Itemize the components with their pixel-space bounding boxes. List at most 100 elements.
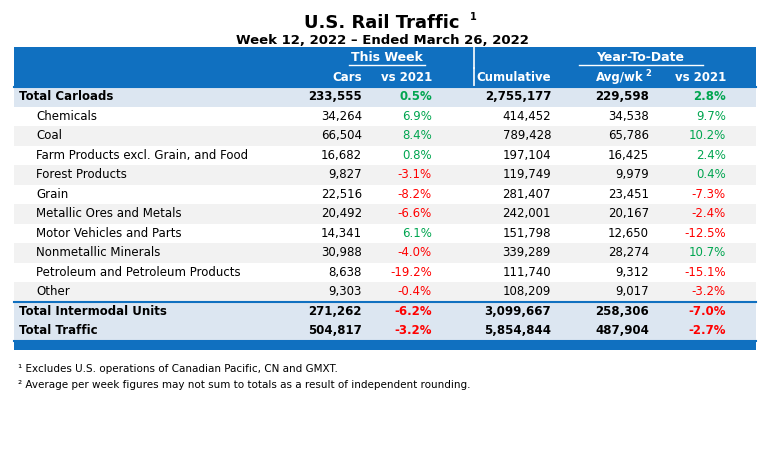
Text: 0.4%: 0.4% [696, 168, 726, 181]
Text: -6.6%: -6.6% [398, 207, 432, 220]
Text: 20,167: 20,167 [608, 207, 649, 220]
Bar [14, 184, 756, 204]
Text: Petroleum and Petroleum Products: Petroleum and Petroleum Products [36, 266, 240, 279]
Text: 34,538: 34,538 [608, 110, 649, 123]
Text: -6.2%: -6.2% [394, 305, 432, 318]
Text: 9,312: 9,312 [615, 266, 649, 279]
Text: -3.2%: -3.2% [692, 285, 726, 298]
Bar [14, 107, 756, 126]
Text: 9.7%: 9.7% [696, 110, 726, 123]
Text: Cumulative: Cumulative [477, 71, 551, 84]
Bar [14, 126, 756, 146]
Text: Total Traffic: Total Traffic [19, 324, 98, 337]
Text: 151,798: 151,798 [503, 227, 551, 240]
Text: -7.0%: -7.0% [688, 305, 726, 318]
Text: Total Carloads: Total Carloads [19, 90, 113, 103]
Text: ¹ Excludes U.S. operations of Canadian Pacific, CN and GMXT.: ¹ Excludes U.S. operations of Canadian P… [18, 364, 338, 374]
Text: 271,262: 271,262 [309, 305, 362, 318]
Text: 6.9%: 6.9% [402, 110, 432, 123]
Text: 3,099,667: 3,099,667 [484, 305, 551, 318]
Text: ² Average per week figures may not sum to totals as a result of independent roun: ² Average per week figures may not sum t… [18, 380, 470, 390]
Text: U.S. Rail Traffic: U.S. Rail Traffic [304, 14, 460, 32]
Text: 9,017: 9,017 [615, 285, 649, 298]
Text: -12.5%: -12.5% [685, 227, 726, 240]
Bar [14, 165, 756, 184]
Text: 12,650: 12,650 [608, 227, 649, 240]
Bar [14, 87, 756, 107]
Text: 0.8%: 0.8% [403, 149, 432, 162]
Text: -15.1%: -15.1% [685, 266, 726, 279]
Text: 22,516: 22,516 [321, 188, 362, 201]
Bar [14, 263, 756, 282]
Text: 6.1%: 6.1% [402, 227, 432, 240]
Bar [14, 204, 756, 224]
Text: 16,425: 16,425 [608, 149, 649, 162]
Text: 111,740: 111,740 [502, 266, 551, 279]
Text: 9,979: 9,979 [615, 168, 649, 181]
Text: 2.8%: 2.8% [693, 90, 726, 103]
Text: 504,817: 504,817 [308, 324, 362, 337]
Text: 233,555: 233,555 [308, 90, 362, 103]
Text: 28,274: 28,274 [608, 246, 649, 259]
Text: 789,428: 789,428 [503, 129, 551, 142]
Text: Week 12, 2022 – Ended March 26, 2022: Week 12, 2022 – Ended March 26, 2022 [236, 34, 528, 46]
Text: 23,451: 23,451 [608, 188, 649, 201]
Bar [14, 340, 756, 349]
Text: 30,988: 30,988 [321, 246, 362, 259]
Text: -0.4%: -0.4% [398, 285, 432, 298]
Text: Farm Products excl. Grain, and Food: Farm Products excl. Grain, and Food [36, 149, 248, 162]
Text: 10.2%: 10.2% [688, 129, 726, 142]
Text: 66,504: 66,504 [321, 129, 362, 142]
Text: 2.4%: 2.4% [696, 149, 726, 162]
Bar [14, 301, 756, 321]
Bar [14, 224, 756, 243]
Text: Cars: Cars [333, 71, 362, 84]
Text: -4.0%: -4.0% [398, 246, 432, 259]
Text: 10.7%: 10.7% [688, 246, 726, 259]
Text: -3.2%: -3.2% [394, 324, 432, 337]
Text: -2.4%: -2.4% [691, 207, 726, 220]
Text: 9,827: 9,827 [328, 168, 362, 181]
Text: vs 2021: vs 2021 [380, 71, 432, 84]
Text: 8,638: 8,638 [329, 266, 362, 279]
Text: -2.7%: -2.7% [688, 324, 726, 337]
Text: 108,209: 108,209 [503, 285, 551, 298]
Text: Total Intermodal Units: Total Intermodal Units [19, 305, 167, 318]
Text: 65,786: 65,786 [608, 129, 649, 142]
Text: Chemicals: Chemicals [36, 110, 97, 123]
Bar [14, 243, 756, 263]
Text: -19.2%: -19.2% [390, 266, 432, 279]
Text: 281,407: 281,407 [503, 188, 551, 201]
Text: vs 2021: vs 2021 [675, 71, 726, 84]
Text: Motor Vehicles and Parts: Motor Vehicles and Parts [36, 227, 182, 240]
Text: 9,303: 9,303 [329, 285, 362, 298]
Text: Coal: Coal [36, 129, 62, 142]
Text: -7.3%: -7.3% [692, 188, 726, 201]
Text: Nonmetallic Minerals: Nonmetallic Minerals [36, 246, 160, 259]
Text: 2: 2 [645, 69, 651, 78]
Bar [14, 321, 756, 340]
Text: 1: 1 [470, 12, 477, 22]
Text: 339,289: 339,289 [503, 246, 551, 259]
Text: 414,452: 414,452 [502, 110, 551, 123]
Text: 119,749: 119,749 [502, 168, 551, 181]
Text: 34,264: 34,264 [321, 110, 362, 123]
Text: Other: Other [36, 285, 70, 298]
Text: Grain: Grain [36, 188, 69, 201]
Text: 2,755,177: 2,755,177 [484, 90, 551, 103]
Text: 14,341: 14,341 [321, 227, 362, 240]
Text: 229,598: 229,598 [595, 90, 649, 103]
Text: -3.1%: -3.1% [398, 168, 432, 181]
Text: Year-To-Date: Year-To-Date [597, 51, 685, 64]
Text: Forest Products: Forest Products [36, 168, 127, 181]
Bar [14, 68, 756, 87]
Text: 487,904: 487,904 [595, 324, 649, 337]
Text: -8.2%: -8.2% [398, 188, 432, 201]
Text: 258,306: 258,306 [595, 305, 649, 318]
Text: Avg/wk: Avg/wk [597, 71, 644, 84]
Bar [14, 282, 756, 301]
Text: 8.4%: 8.4% [402, 129, 432, 142]
Text: 197,104: 197,104 [502, 149, 551, 162]
Bar [14, 146, 756, 165]
Text: 0.5%: 0.5% [400, 90, 432, 103]
